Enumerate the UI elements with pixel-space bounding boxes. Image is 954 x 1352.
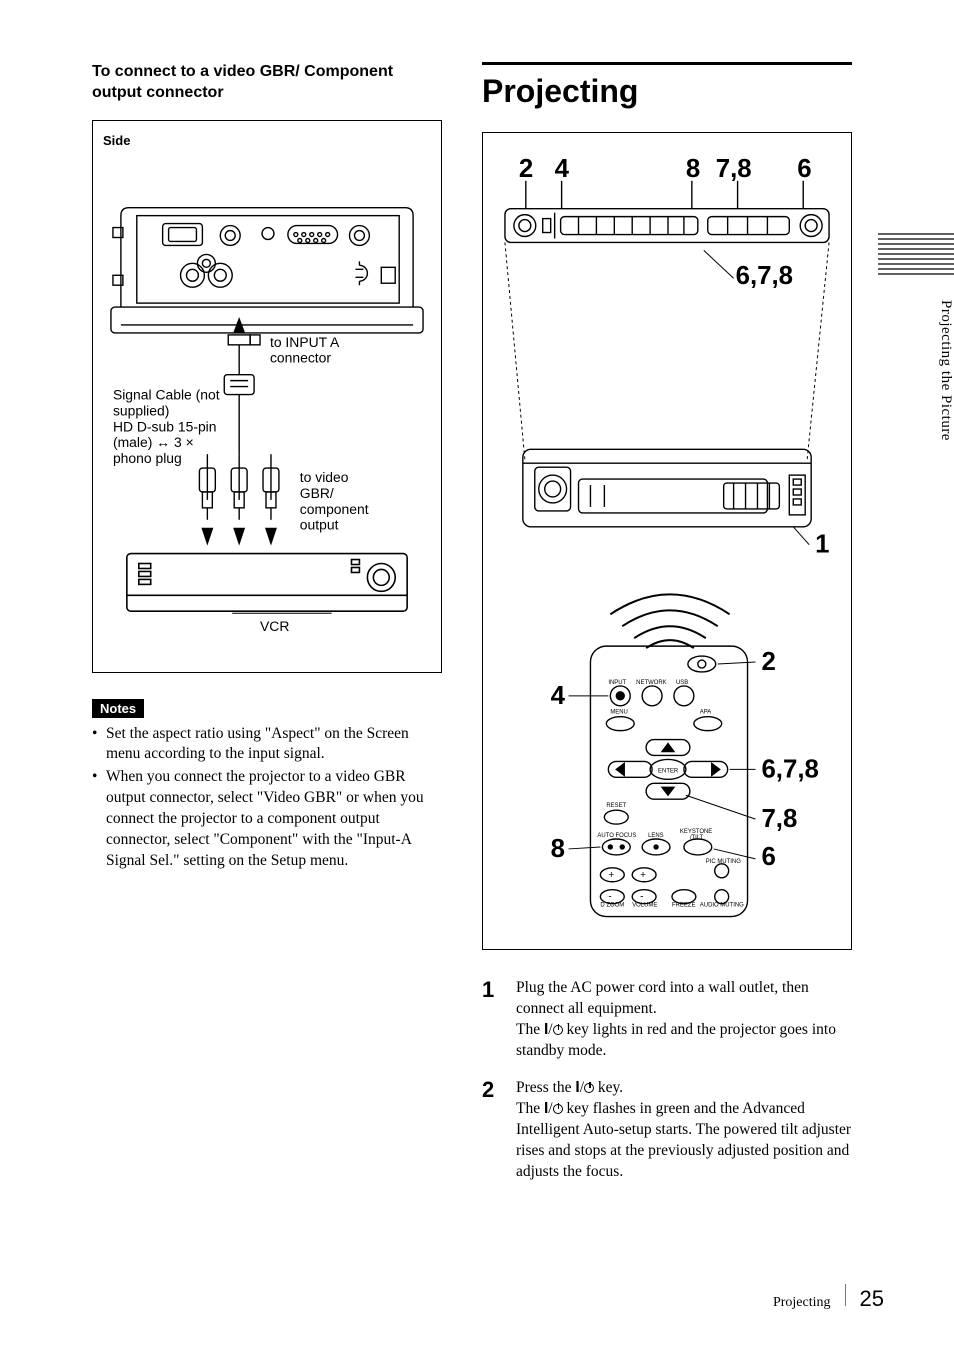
svg-text:+: + — [640, 870, 646, 881]
svg-text:RESET: RESET — [606, 803, 626, 809]
svg-text:6: 6 — [761, 843, 775, 871]
step-number: 2 — [482, 1078, 502, 1183]
step-desc: The I/ key flashes in green and the Adva… — [516, 1100, 851, 1180]
svg-text:connector: connector — [270, 349, 331, 365]
svg-text:supplied): supplied) — [113, 402, 169, 418]
diagram-side-label: Side — [103, 133, 431, 148]
step-item: 1 Plug the AC power cord into a wall out… — [482, 978, 852, 1062]
svg-text:7,8: 7,8 — [716, 155, 752, 183]
side-tab-lines — [878, 230, 954, 291]
svg-text:phono plug: phono plug — [113, 450, 182, 466]
vcr-label: VCR — [260, 618, 289, 634]
left-subheading: To connect to a video GBR/ Component out… — [92, 62, 442, 104]
footer-title: Projecting — [773, 1295, 831, 1311]
svg-text:+: + — [608, 870, 614, 881]
svg-text:2: 2 — [761, 648, 775, 676]
footer: Projecting 25 — [773, 1284, 884, 1312]
svg-text:/TILT: /TILT — [690, 835, 704, 841]
projecting-figure-svg: 2 4 8 7,8 6 — [495, 151, 839, 926]
notes-label: Notes — [92, 699, 144, 718]
svg-text:GBR/: GBR/ — [300, 485, 334, 501]
svg-text:component: component — [300, 500, 369, 516]
notes-item: Set the aspect ratio using "Aspect" on t… — [92, 724, 442, 766]
notes-list: Set the aspect ratio using "Aspect" on t… — [92, 724, 442, 872]
svg-text:6,7,8: 6,7,8 — [736, 262, 793, 290]
svg-text:8: 8 — [686, 155, 700, 183]
right-heading: Projecting — [482, 73, 852, 110]
svg-text:APA: APA — [700, 710, 711, 716]
svg-text:VOLUME: VOLUME — [632, 903, 657, 909]
svg-text:PIC MUTING: PIC MUTING — [706, 859, 741, 865]
svg-text:LENS: LENS — [648, 833, 664, 839]
svg-text:-: - — [608, 892, 611, 903]
svg-text:(male) ↔ 3 ×: (male) ↔ 3 × — [113, 434, 194, 450]
projecting-figure: 2 4 8 7,8 6 — [482, 132, 852, 950]
step-number: 1 — [482, 978, 502, 1062]
svg-text:-: - — [640, 892, 643, 903]
svg-text:Signal Cable (not: Signal Cable (not — [113, 386, 220, 402]
svg-text:USB: USB — [676, 680, 688, 686]
svg-text:AUDIO MUTING: AUDIO MUTING — [700, 903, 744, 909]
svg-text:HD D-sub 15-pin: HD D-sub 15-pin — [113, 418, 217, 434]
svg-text:4: 4 — [555, 155, 570, 183]
footer-divider — [845, 1284, 846, 1306]
step-lead: Press the I/ key. — [516, 1079, 623, 1096]
svg-text:to video: to video — [300, 469, 349, 485]
svg-text:AUTO FOCUS: AUTO FOCUS — [597, 833, 636, 839]
svg-text:6,7,8: 6,7,8 — [761, 755, 818, 783]
notes-item: When you connect the projector to a vide… — [92, 767, 442, 872]
svg-text:2: 2 — [519, 155, 533, 183]
footer-page: 25 — [860, 1286, 884, 1312]
svg-text:6: 6 — [797, 155, 811, 183]
svg-text:MENU: MENU — [610, 710, 628, 716]
svg-text:FREEZE: FREEZE — [672, 903, 696, 909]
svg-text:ENTER: ENTER — [658, 768, 679, 774]
svg-text:NETWORK: NETWORK — [636, 680, 666, 686]
svg-text:output: output — [300, 516, 339, 532]
svg-text:1: 1 — [815, 531, 829, 559]
heading-rule — [482, 62, 852, 65]
label-to-input: to INPUT A — [270, 333, 340, 349]
step-item: 2 Press the I/ key. The I/ key flashes i… — [482, 1078, 852, 1183]
steps-list: 1 Plug the AC power cord into a wall out… — [482, 978, 852, 1182]
step-desc: The I/ key lights in red and the project… — [516, 1021, 836, 1059]
svg-text:8: 8 — [551, 835, 565, 863]
connection-diagram-svg: to INPUT A connector Signal Cable (not s… — [103, 156, 431, 653]
side-tab-label: Projecting the Picture — [937, 300, 954, 441]
svg-text:INPUT: INPUT — [608, 680, 626, 686]
svg-text:4: 4 — [551, 682, 566, 710]
svg-text:D ZOOM: D ZOOM — [600, 903, 624, 909]
connection-diagram: Side — [92, 120, 442, 673]
svg-text:7,8: 7,8 — [761, 805, 797, 833]
step-lead: Plug the AC power cord into a wall outle… — [516, 979, 809, 1017]
